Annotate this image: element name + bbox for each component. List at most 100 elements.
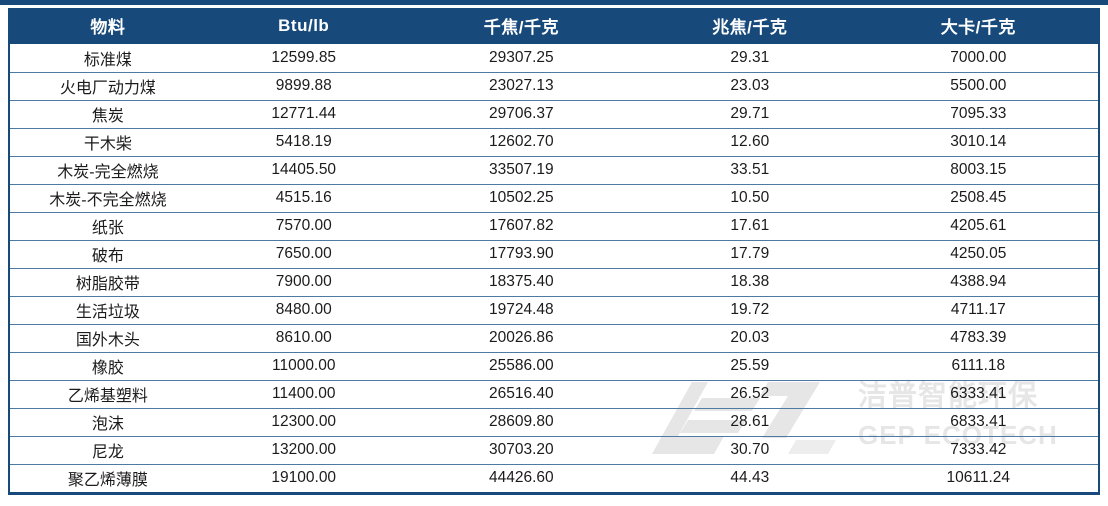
value-cell: 44426.60: [401, 463, 642, 492]
table-row: 木炭-不完全燃烧 4515.16 10502.25 10.50 2508.45: [10, 183, 1098, 212]
value-cell: 7900.00: [205, 267, 402, 296]
value-cell: 7333.42: [858, 435, 1098, 464]
value-cell: 23027.13: [401, 71, 642, 100]
value-cell: 19100.00: [205, 463, 402, 492]
table-body: 标准煤 12599.85 29307.25 29.31 7000.00 火电厂动力煤 989…: [10, 43, 1098, 492]
value-cell: 5500.00: [858, 71, 1098, 100]
value-cell: 8003.15: [858, 155, 1098, 184]
table-row: 国外木头 8610.00 20026.86 20.03 4783.39: [10, 323, 1098, 352]
material-cell: 火电厂动力煤: [10, 71, 206, 100]
value-cell: 6833.41: [858, 407, 1098, 436]
value-cell: 3010.14: [858, 127, 1098, 156]
value-cell: 28.61: [641, 407, 859, 436]
value-cell: 4783.39: [858, 323, 1098, 352]
column-header: 大卡/千克: [858, 8, 1098, 44]
value-cell: 29307.25: [401, 43, 642, 72]
value-cell: 23.03: [641, 71, 859, 100]
column-header: 千焦/千克: [401, 8, 642, 44]
value-cell: 8480.00: [205, 295, 402, 324]
table-row: 破布 7650.00 17793.90 17.79 4250.05: [10, 239, 1098, 268]
table-row: 聚乙烯薄膜 19100.00 44426.60 44.43 10611.24: [10, 463, 1098, 492]
table-row: 生活垃圾 8480.00 19724.48 19.72 4711.17: [10, 295, 1098, 324]
table-row: 尼龙 13200.00 30703.20 30.70 7333.42: [10, 435, 1098, 464]
value-cell: 20.03: [641, 323, 859, 352]
value-cell: 11000.00: [205, 351, 402, 380]
value-cell: 4388.94: [858, 267, 1098, 296]
value-cell: 8610.00: [205, 323, 402, 352]
value-cell: 29.31: [641, 43, 859, 72]
value-cell: 12602.70: [401, 127, 642, 156]
value-cell: 2508.45: [858, 183, 1098, 212]
material-cell: 生活垃圾: [10, 295, 206, 324]
material-cell: 木炭-不完全燃烧: [10, 183, 206, 212]
value-cell: 12300.00: [205, 407, 402, 436]
value-cell: 29.71: [641, 99, 859, 128]
material-cell: 国外木头: [10, 323, 206, 352]
value-cell: 30703.20: [401, 435, 642, 464]
material-cell: 尼龙: [10, 435, 206, 464]
value-cell: 11400.00: [205, 379, 402, 408]
value-cell: 12.60: [641, 127, 859, 156]
table-header-row: 物料 Btu/lb 千焦/千克 兆焦/千克 大卡/千克: [10, 8, 1098, 44]
table-row: 纸张 7570.00 17607.82 17.61 4205.61: [10, 211, 1098, 240]
value-cell: 19.72: [641, 295, 859, 324]
value-cell: 20026.86: [401, 323, 642, 352]
material-cell: 木炭-完全燃烧: [10, 155, 206, 184]
material-cell: 破布: [10, 239, 206, 268]
table-header: 物料 Btu/lb 千焦/千克 兆焦/千克 大卡/千克: [10, 8, 1098, 44]
value-cell: 33.51: [641, 155, 859, 184]
value-cell: 4250.05: [858, 239, 1098, 268]
value-cell: 19724.48: [401, 295, 642, 324]
value-cell: 10502.25: [401, 183, 642, 212]
table-row: 乙烯基塑料 11400.00 26516.40 26.52 6333.41: [10, 379, 1098, 408]
material-cell: 泡沫: [10, 407, 206, 436]
value-cell: 14405.50: [205, 155, 402, 184]
value-cell: 7570.00: [205, 211, 402, 240]
value-cell: 18.38: [641, 267, 859, 296]
value-cell: 25586.00: [401, 351, 642, 380]
calorific-value-table-container: 洁普智能环保 GEP ECOTECH 物料 Btu/lb 千焦/千克 兆焦/千克 大卡/…: [8, 8, 1100, 495]
material-cell: 橡胶: [10, 351, 206, 380]
value-cell: 29706.37: [401, 99, 642, 128]
material-cell: 焦炭: [10, 99, 206, 128]
value-cell: 4515.16: [205, 183, 402, 212]
table-row: 标准煤 12599.85 29307.25 29.31 7000.00: [10, 43, 1098, 72]
value-cell: 26516.40: [401, 379, 642, 408]
material-cell: 树脂胶带: [10, 267, 206, 296]
value-cell: 12599.85: [205, 43, 402, 72]
value-cell: 28609.80: [401, 407, 642, 436]
column-header: Btu/lb: [205, 8, 402, 44]
value-cell: 33507.19: [401, 155, 642, 184]
value-cell: 44.43: [641, 463, 859, 492]
material-cell: 标准煤: [10, 43, 206, 72]
material-cell: 聚乙烯薄膜: [10, 463, 206, 492]
value-cell: 25.59: [641, 351, 859, 380]
value-cell: 10611.24: [858, 463, 1098, 492]
value-cell: 7650.00: [205, 239, 402, 268]
table-row: 火电厂动力煤 9899.88 23027.13 23.03 5500.00: [10, 71, 1098, 100]
value-cell: 9899.88: [205, 71, 402, 100]
value-cell: 7000.00: [858, 43, 1098, 72]
value-cell: 7095.33: [858, 99, 1098, 128]
value-cell: 18375.40: [401, 267, 642, 296]
value-cell: 12771.44: [205, 99, 402, 128]
table-row: 焦炭 12771.44 29706.37 29.71 7095.33: [10, 99, 1098, 128]
table-row: 木炭-完全燃烧 14405.50 33507.19 33.51 8003.15: [10, 155, 1098, 184]
value-cell: 30.70: [641, 435, 859, 464]
value-cell: 10.50: [641, 183, 859, 212]
calorific-value-table: 物料 Btu/lb 千焦/千克 兆焦/千克 大卡/千克 标准煤 12599.85 29307…: [10, 8, 1098, 492]
value-cell: 5418.19: [205, 127, 402, 156]
value-cell: 17793.90: [401, 239, 642, 268]
value-cell: 17.61: [641, 211, 859, 240]
value-cell: 6333.41: [858, 379, 1098, 408]
value-cell: 17.79: [641, 239, 859, 268]
table-row: 干木柴 5418.19 12602.70 12.60 3010.14: [10, 127, 1098, 156]
table-row: 树脂胶带 7900.00 18375.40 18.38 4388.94: [10, 267, 1098, 296]
value-cell: 4205.61: [858, 211, 1098, 240]
column-header: 物料: [10, 8, 206, 44]
value-cell: 26.52: [641, 379, 859, 408]
material-cell: 乙烯基塑料: [10, 379, 206, 408]
value-cell: 4711.17: [858, 295, 1098, 324]
table-row: 橡胶 11000.00 25586.00 25.59 6111.18: [10, 351, 1098, 380]
value-cell: 13200.00: [205, 435, 402, 464]
